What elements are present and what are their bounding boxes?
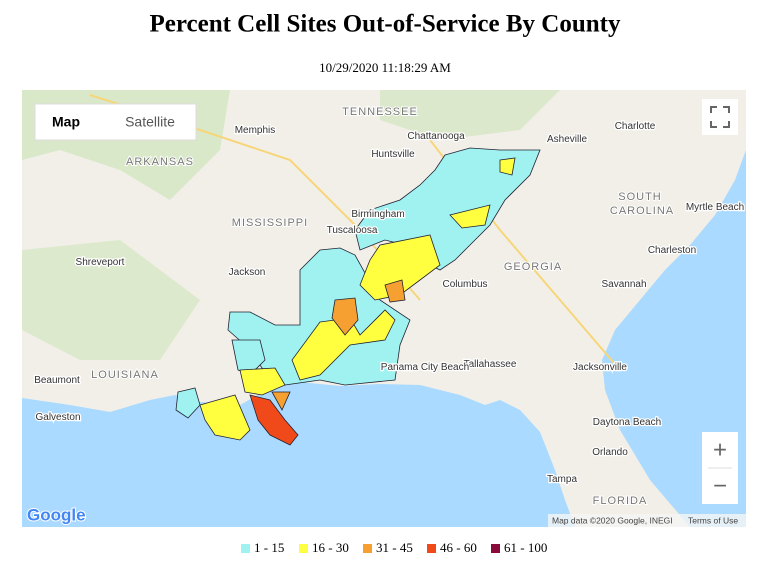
peninsula	[570, 420, 670, 527]
county	[249, 394, 299, 446]
county	[175, 387, 201, 419]
county	[449, 204, 491, 229]
counties	[175, 147, 541, 446]
map-label: Huntsville	[371, 149, 415, 160]
county	[384, 279, 406, 303]
map-label: Columbus	[442, 279, 487, 290]
map-label: TENNESSEE	[342, 106, 418, 118]
map-button[interactable]: Map	[52, 114, 80, 130]
map-label: GEORGIA	[504, 261, 562, 273]
satellite-button[interactable]: Satellite	[125, 114, 175, 130]
map-label: Tallahassee	[464, 359, 517, 370]
map-label: Myrtle Beach	[686, 202, 744, 213]
attribution: Map data ©2020 Google, INEGI	[552, 515, 673, 525]
fullscreen-button[interactable]	[702, 99, 738, 135]
legend: 1 - 15 16 - 30 31 - 45 46 - 60 61 - 100	[241, 540, 547, 555]
zoom-out[interactable]: −	[713, 472, 727, 499]
map-label: SOUTH	[618, 191, 662, 203]
terms-link[interactable]: Terms of Use	[688, 515, 738, 525]
map-label: Charleston	[648, 245, 696, 256]
legend-swatch	[363, 544, 372, 553]
fullscreen-bg	[702, 99, 738, 135]
legend-label: 1 - 15	[254, 540, 284, 555]
county	[199, 394, 251, 441]
legend-label: 31 - 45	[376, 540, 413, 555]
map-label: Orlando	[592, 447, 628, 458]
map-label: Birmingham	[351, 209, 404, 220]
map-label: Tampa	[547, 474, 577, 485]
legend-swatch	[299, 544, 308, 553]
legend-swatch	[427, 544, 436, 553]
fullscreen-icon	[710, 106, 730, 128]
map-label: Jacksonville	[573, 362, 627, 373]
map-label: Jackson	[229, 267, 266, 278]
legend-label: 61 - 100	[504, 540, 547, 555]
map-label: Beaumont	[34, 375, 80, 386]
county	[271, 391, 291, 411]
title: Percent Cell Sites Out-of-Service By Cou…	[150, 11, 621, 38]
map-label: Charlotte	[615, 121, 656, 132]
map-label: Asheville	[547, 134, 587, 145]
map-label: Panama City Beach	[381, 362, 469, 373]
legend-swatch	[241, 544, 250, 553]
county	[291, 309, 396, 381]
legend-swatch	[491, 544, 500, 553]
county	[239, 367, 286, 396]
map-label: CAROLINA	[610, 205, 674, 217]
map-label: Tuscaloosa	[327, 225, 378, 236]
map-label: MISSISSIPPI	[232, 217, 308, 229]
map[interactable]: TENNESSEE ARKANSAS MISSISSIPPI GEORGIA S…	[22, 90, 746, 527]
map-label: Daytona Beach	[593, 417, 661, 428]
map-type-control	[34, 103, 197, 141]
legend-label: 16 - 30	[312, 540, 349, 555]
gulf	[22, 382, 575, 527]
legend-label: 46 - 60	[440, 540, 477, 555]
forest	[22, 240, 200, 360]
map-label: Galveston	[35, 412, 80, 423]
map-label: Savannah	[601, 279, 646, 290]
map-label: FLORIDA	[593, 495, 648, 507]
county	[499, 157, 516, 176]
timestamp: 10/29/2020 11:18:29 AM	[319, 60, 451, 75]
attribution-bg	[548, 514, 746, 527]
map-label: ARKANSAS	[126, 156, 194, 168]
google-logo[interactable]: Google	[26, 504, 87, 525]
map-label: Shreveport	[76, 257, 125, 268]
map-label: Memphis	[235, 125, 276, 136]
forest	[380, 90, 560, 140]
zoom-in[interactable]: +	[713, 436, 727, 463]
county	[331, 297, 359, 336]
county	[231, 339, 266, 376]
map-label: Chattanooga	[407, 131, 465, 142]
map-labels: TENNESSEE ARKANSAS MISSISSIPPI GEORGIA S…	[33, 105, 745, 508]
map-label: LOUISIANA	[91, 369, 159, 381]
